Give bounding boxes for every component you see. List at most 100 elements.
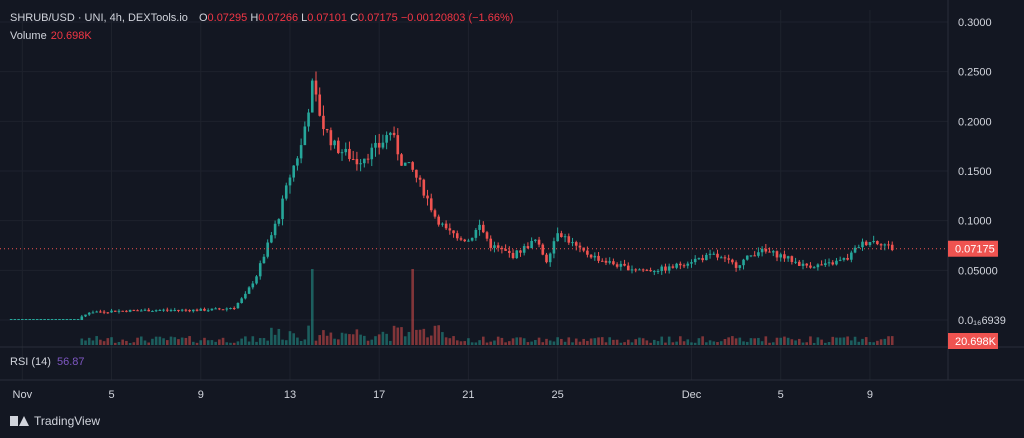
candle-body: [853, 247, 857, 253]
candle-body: [106, 312, 110, 314]
candle-body: [91, 312, 95, 314]
volume-bar: [366, 340, 370, 345]
candle-body: [567, 236, 571, 243]
candle-body: [392, 132, 396, 136]
volume-bar: [790, 339, 794, 345]
candle-body: [13, 319, 17, 320]
candle-body: [861, 241, 864, 248]
candle-body: [54, 319, 58, 320]
candle-body: [545, 254, 548, 263]
volume-bar: [816, 337, 820, 345]
volume-bar: [615, 339, 619, 345]
volume-bar: [504, 342, 507, 345]
volume-bar: [333, 338, 336, 345]
volume-bar: [582, 338, 585, 345]
x-tick-label: 21: [462, 389, 474, 401]
candle-body: [630, 269, 634, 271]
volume-bar: [719, 341, 723, 345]
candle-body: [864, 241, 868, 246]
volume-bar: [496, 336, 500, 345]
candle-body: [147, 309, 151, 312]
volume-bar: [188, 336, 191, 345]
candle-body: [39, 319, 43, 320]
volume-badge: [948, 333, 998, 349]
volume-bar: [604, 342, 608, 345]
candle-body: [244, 293, 247, 299]
volume-bar: [757, 337, 760, 345]
candle-body: [753, 255, 756, 257]
candle-body: [403, 162, 407, 166]
volume-bar: [671, 342, 675, 345]
candle-body: [132, 309, 136, 311]
candle-body: [288, 177, 292, 186]
candle-body: [58, 319, 61, 320]
symbol-label: SHRUB/USD · UNI, 4h, DEXTools.io: [10, 12, 188, 24]
volume-bar: [508, 341, 511, 345]
candle-body: [303, 126, 307, 146]
volume-bar: [534, 339, 537, 345]
candle-body: [731, 259, 734, 263]
candle-body: [355, 159, 359, 165]
y-tick-label: 0.1000: [958, 216, 992, 228]
volume-bar: [158, 336, 162, 345]
candle-body: [95, 311, 98, 313]
volume-bar: [258, 338, 262, 345]
candle-body: [820, 264, 823, 266]
volume-bar: [102, 341, 106, 345]
volume-bar: [783, 336, 786, 345]
candle-body: [693, 258, 697, 263]
volume-bar: [422, 328, 426, 345]
candle-body: [511, 252, 515, 259]
candle-body: [608, 261, 611, 263]
candle-body: [794, 261, 797, 263]
candle-body: [481, 224, 485, 233]
volume-bar: [467, 338, 470, 345]
volume-bar: [786, 337, 790, 345]
candle-body: [463, 239, 467, 242]
volume-bar: [433, 325, 437, 345]
candle-body: [69, 319, 72, 320]
low-value: 0.07101: [307, 12, 348, 24]
volume-bar: [600, 337, 604, 345]
candle-body: [99, 311, 102, 313]
close-key: C: [350, 12, 359, 24]
volume-bar: [705, 342, 708, 345]
candle-body: [719, 257, 723, 259]
volume-bar: [363, 335, 366, 345]
candle-body: [757, 252, 760, 256]
candle-body: [801, 263, 805, 266]
open-value: 0.07295: [207, 12, 248, 24]
volume-bar: [255, 341, 258, 345]
volume-bar: [296, 337, 299, 345]
volume-bar: [493, 340, 496, 345]
volume-bar: [708, 340, 712, 345]
candle-body: [180, 309, 184, 311]
candle-body: [102, 311, 106, 313]
volume-bar: [292, 333, 295, 345]
volume-bar: [872, 342, 875, 345]
candle-body: [307, 112, 310, 127]
volume-bar: [850, 340, 853, 345]
rsi-label: RSI (14): [10, 356, 51, 368]
volume-bar: [392, 325, 396, 345]
candle-body: [73, 319, 76, 320]
volume-bar: [377, 334, 381, 345]
volume-bar: [418, 329, 422, 345]
volume-bar: [649, 342, 652, 345]
volume-bar: [541, 342, 545, 345]
candle-body: [868, 242, 872, 246]
candle-body: [225, 308, 229, 310]
candle-body: [749, 255, 753, 257]
tradingview-branding[interactable]: TradingView: [10, 414, 100, 428]
candle-body: [255, 276, 258, 284]
volume-bar: [809, 336, 812, 345]
candle-body: [474, 229, 478, 238]
candle-body: [664, 266, 667, 271]
candle-body: [459, 238, 463, 240]
volume-bar: [307, 325, 310, 345]
volume-value: 20.698K: [50, 30, 92, 42]
volume-bar: [545, 338, 548, 345]
volume-bar: [831, 336, 835, 345]
candle-body: [615, 264, 619, 267]
